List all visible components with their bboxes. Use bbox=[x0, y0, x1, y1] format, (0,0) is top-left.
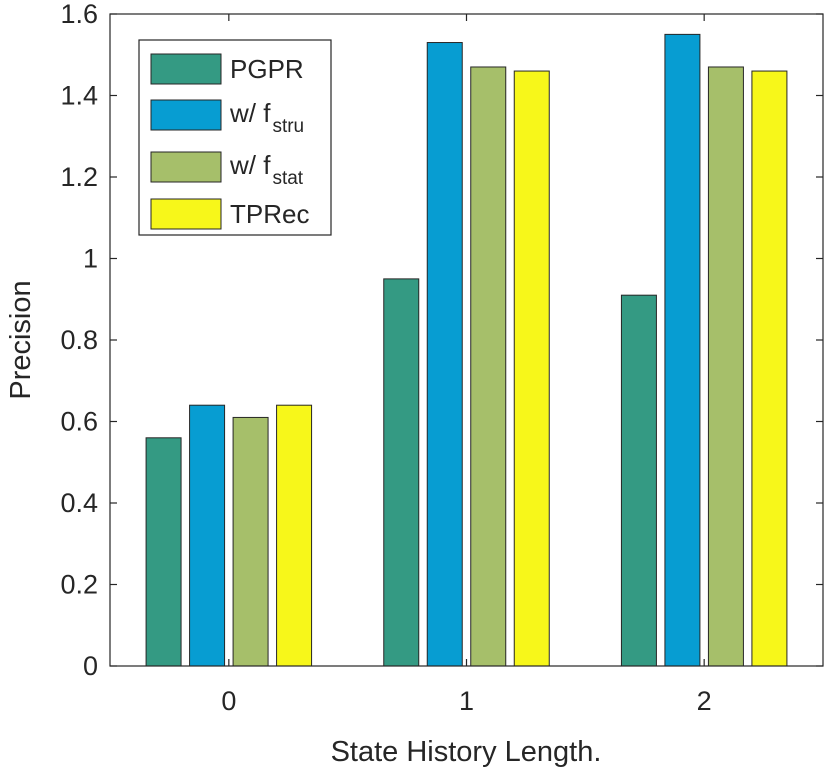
legend-label-w-f-stat-sub: stat bbox=[272, 168, 303, 189]
legend-label-w-f-stru: w/ f stru bbox=[229, 98, 304, 137]
y-tick-label: 0 bbox=[83, 651, 98, 681]
y-tick-label: 0.2 bbox=[60, 570, 98, 600]
bar-w-f-stat-2 bbox=[707, 66, 744, 667]
bar-w-f-stru-1 bbox=[426, 42, 463, 667]
bar-w-f-stru-0 bbox=[189, 404, 226, 667]
x-tick-label-0: 0 bbox=[221, 686, 236, 716]
bar-pgpr-1 bbox=[383, 278, 420, 667]
y-axis-title: Precision bbox=[5, 280, 37, 399]
y-tick-label: 1.2 bbox=[60, 162, 98, 192]
legend-label-w-f-stat: w/ f stat bbox=[229, 150, 304, 189]
y-ticks-group: 0 0.2 0.4 0.6 0.8 1 1.2 1.4 1.6 bbox=[60, 0, 823, 681]
x-tick-label-2: 2 bbox=[697, 686, 712, 716]
legend-label-w-f-stru-main: w/ f bbox=[229, 98, 271, 128]
y-tick-label: 1 bbox=[83, 244, 98, 274]
legend-label-w-f-stru-sub: stru bbox=[272, 116, 304, 137]
bar-tprec-2 bbox=[751, 70, 788, 667]
y-tick-label: 1.4 bbox=[60, 81, 98, 111]
bar-pgpr-0 bbox=[145, 437, 182, 667]
x-axis-title: State History Length. bbox=[331, 736, 602, 768]
bar-tprec-1 bbox=[513, 70, 550, 667]
bar-w-f-stat-0 bbox=[232, 416, 269, 667]
y-tick-label: 1.6 bbox=[60, 0, 98, 29]
legend-swatch-tprec bbox=[150, 198, 222, 230]
bar-w-f-stat-1 bbox=[470, 66, 507, 667]
legend-swatch-w-f-stru bbox=[150, 99, 222, 131]
y-tick-label: 0.6 bbox=[60, 407, 98, 437]
y-tick-label: 0.8 bbox=[60, 325, 98, 355]
legend: PGPR w/ f stru w/ f stat TPRec bbox=[138, 39, 332, 236]
x-ticks-group: 0 1 2 bbox=[221, 14, 712, 716]
legend-swatch-w-f-stat bbox=[150, 151, 222, 183]
bar-pgpr-2 bbox=[620, 294, 657, 667]
legend-swatch-pgpr bbox=[150, 53, 222, 85]
legend-label-w-f-stat-main: w/ f bbox=[229, 150, 271, 180]
bar-tprec-0 bbox=[276, 404, 313, 667]
y-tick-label: 0.4 bbox=[60, 488, 98, 518]
bars-group bbox=[145, 33, 788, 667]
x-tick-label-1: 1 bbox=[459, 686, 474, 716]
legend-label-tprec: TPRec bbox=[230, 199, 309, 229]
bar-w-f-stru-2 bbox=[664, 33, 701, 667]
legend-label-pgpr: PGPR bbox=[230, 54, 304, 84]
